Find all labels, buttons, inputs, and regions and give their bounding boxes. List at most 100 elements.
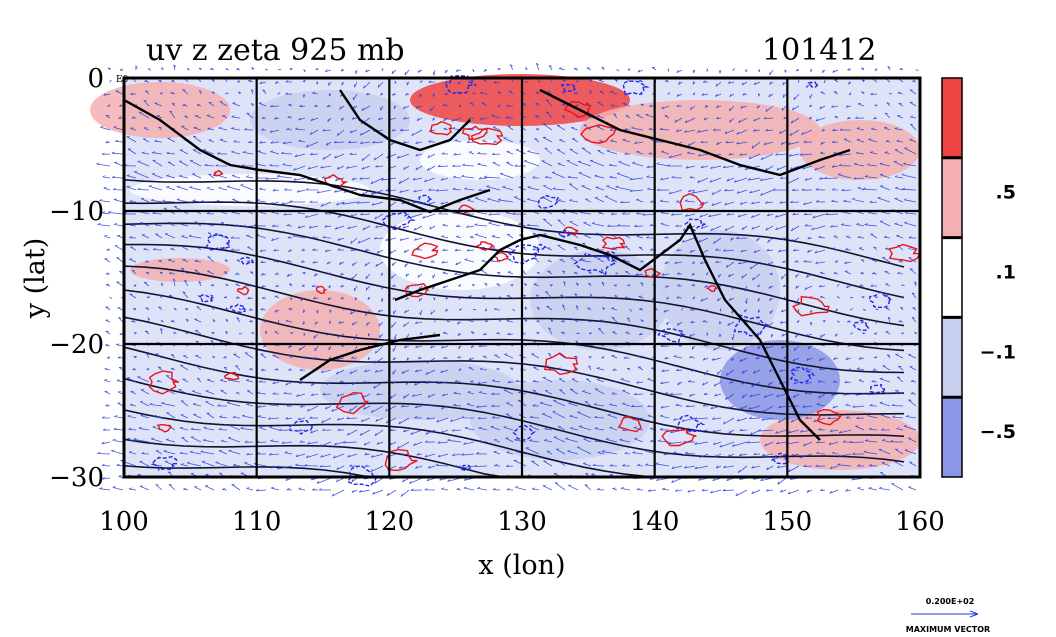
- y-tick-label: 0: [87, 64, 104, 94]
- wind-vectors: [96, 62, 919, 497]
- zeta-contour: [679, 193, 705, 212]
- zeta-contour: [475, 241, 496, 251]
- zeta-contour: [445, 74, 477, 94]
- zeta-contour: [335, 391, 369, 415]
- x-tick-label: 100: [99, 507, 149, 537]
- plot-area: [90, 62, 922, 497]
- zeta-contour: [381, 211, 416, 231]
- shading-region: [580, 100, 820, 160]
- y-axis-aux-label: E0: [116, 75, 129, 85]
- colorbar-swatch: [941, 77, 963, 159]
- zeta-contour: [470, 127, 504, 146]
- height-contour-line: [123, 289, 905, 395]
- y-tick-label: −10: [49, 197, 104, 227]
- colorbar-label: .1: [996, 262, 1016, 284]
- colorbar-label: .5: [996, 182, 1016, 204]
- height-contour-line: [123, 377, 905, 463]
- vector-legend-arrowhead: [969, 610, 979, 618]
- zeta-contour: [346, 464, 378, 487]
- plot-frame: [122, 76, 922, 479]
- zeta-contour: [236, 285, 250, 296]
- zeta-contour: [888, 243, 921, 263]
- shading-region: [760, 410, 920, 470]
- zeta-contour: [617, 416, 642, 433]
- zeta-contour: [150, 455, 178, 471]
- zeta-contour: [537, 194, 560, 209]
- zeta-contour: [706, 284, 718, 293]
- wind-vector-arrows: [96, 62, 919, 497]
- vector-legend-value: 0.200E+02: [926, 597, 975, 606]
- colorbar-swatch: [941, 236, 963, 319]
- zeta-contour: [460, 464, 471, 472]
- zeta-contour: [733, 314, 772, 337]
- zeta-contour: [212, 169, 224, 177]
- x-tick-label: 130: [497, 507, 547, 537]
- zeta-contour: [601, 236, 626, 251]
- height-contour-line: [123, 196, 905, 299]
- zeta-contour: [622, 80, 650, 96]
- zeta-contour: [288, 419, 314, 435]
- vector-legend-label: MAXIMUM VECTOR: [906, 625, 990, 634]
- zeta-contour: [558, 229, 571, 238]
- shading-region: [800, 120, 920, 180]
- zeta-contour: [771, 452, 790, 465]
- colorbar-label: −.1: [980, 341, 1016, 363]
- zeta-contour: [511, 424, 537, 441]
- zeta-contour: [684, 218, 706, 232]
- zeta-contours: [148, 74, 921, 487]
- zeta-contour: [536, 243, 548, 251]
- coastline: [339, 89, 471, 152]
- zeta-contour: [563, 100, 592, 118]
- zeta-contour: [661, 428, 697, 447]
- shading-region: [410, 74, 630, 126]
- shading-region: [420, 140, 540, 180]
- x-tick-label: 120: [365, 507, 415, 537]
- y-tick-label: −30: [49, 463, 104, 493]
- zeta-contour: [675, 414, 706, 433]
- zeta-contour: [315, 285, 328, 295]
- zeta-contour: [869, 383, 886, 394]
- vector-legend: 0.200E+02 MAXIMUM VECTOR: [906, 597, 990, 634]
- colorbar: .5 .1 −.1 −.5: [941, 77, 1016, 478]
- coastline: [299, 333, 441, 381]
- x-axis-label: x (lon): [478, 550, 565, 581]
- zeta-contour: [602, 251, 619, 263]
- zeta-contour: [239, 256, 255, 265]
- zeta-contour: [789, 366, 815, 384]
- y-axis-label: y (lat): [20, 238, 51, 320]
- zeta-contour: [852, 319, 870, 332]
- zeta-contour: [430, 120, 453, 136]
- height-contour-line: [123, 243, 905, 352]
- colorbar-swatch: [941, 396, 963, 478]
- zeta-contour: [560, 84, 576, 93]
- chart-title: uv z zeta 925 mb: [146, 33, 405, 68]
- zeta-contour: [807, 81, 820, 89]
- x-tick-label: 110: [232, 507, 282, 537]
- x-tick-label: 160: [895, 507, 945, 537]
- zeta-contour: [411, 242, 439, 260]
- coastline: [539, 88, 851, 177]
- height-contour-line: [123, 170, 905, 268]
- shading-region: [90, 82, 230, 138]
- zeta-contour: [816, 408, 842, 426]
- shading-region: [530, 250, 670, 350]
- grid-lines: [124, 78, 920, 477]
- zeta-contour: [223, 371, 240, 381]
- y-axis-ticks: 0 −10 −20 −30: [49, 64, 104, 493]
- colorbar-label: −.5: [980, 421, 1016, 443]
- zeta-contour: [792, 295, 830, 317]
- colorbar-swatch: [941, 316, 963, 398]
- chart-timestamp: 101412: [762, 33, 877, 68]
- x-tick-label: 150: [763, 507, 813, 537]
- y-tick-label: −20: [49, 330, 104, 360]
- zeta-contour: [156, 423, 173, 433]
- zeta-contour: [657, 327, 686, 343]
- zeta-contour: [415, 194, 433, 205]
- shading-region: [250, 90, 410, 150]
- x-axis-ticks: 100 110 120 130 140 150 160: [99, 507, 945, 537]
- colorbar-swatch: [941, 157, 963, 239]
- zeta-contour: [404, 283, 430, 298]
- zeta-contour: [229, 303, 246, 314]
- zeta-contour: [384, 448, 418, 472]
